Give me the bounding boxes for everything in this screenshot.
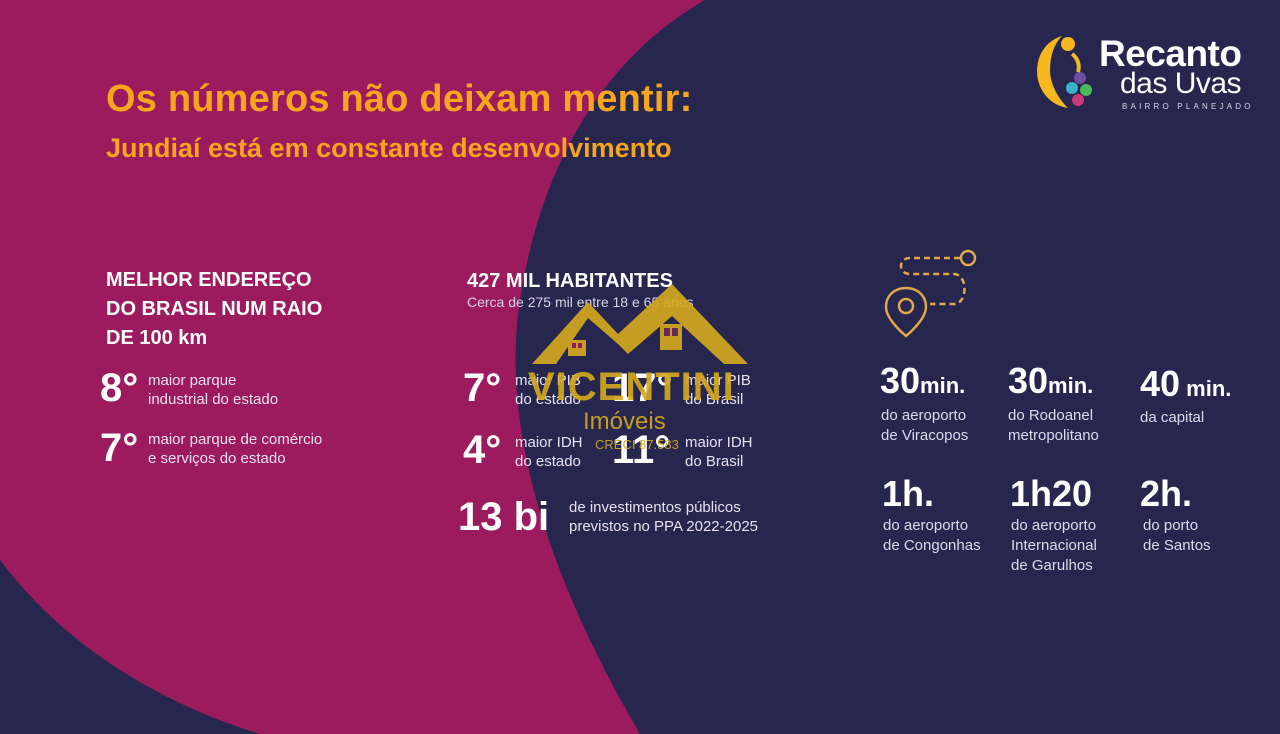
left-heading: MELHOR ENDEREÇO DO BRASIL NUM RAIO DE 10… xyxy=(106,266,322,353)
rank-label-line: maior IDH xyxy=(515,434,583,451)
time-number: 30 xyxy=(880,360,921,401)
logo-line1: Recanto xyxy=(1099,33,1242,74)
time-value: 30min. xyxy=(1008,361,1093,406)
time-desc-line: de Viracopos xyxy=(881,427,969,444)
time-desc-line: do aeroporto xyxy=(883,517,969,534)
rank-value: 7° xyxy=(463,366,502,410)
navy-corner-shape xyxy=(0,560,260,734)
time-value: 2h. xyxy=(1140,474,1192,514)
time-desc: do aeroporto Internacional de Garulhos xyxy=(1011,516,1097,576)
page-subtitle: Jundiaí está em constante desenvolviment… xyxy=(106,133,672,163)
investment-label-line: previstos no PPA 2022-2025 xyxy=(569,518,759,535)
time-desc-line: de Santos xyxy=(1143,537,1211,554)
time-number: 1h20 xyxy=(1010,473,1093,514)
rank-label: maior PIB do estado xyxy=(515,371,581,409)
time-desc-line: metropolitano xyxy=(1008,427,1099,444)
time-desc: da capital xyxy=(1140,408,1204,428)
population-subtitle: Cerca de 275 mil entre 18 e 65 anos xyxy=(467,294,694,310)
population-title: 427 MIL HABITANTES xyxy=(467,270,673,292)
time-number: 2h. xyxy=(1140,473,1193,514)
rank-label-line: maior PIB xyxy=(685,372,751,389)
left-heading-line: MELHOR ENDEREÇO xyxy=(106,269,312,291)
time-desc-line: do porto xyxy=(1143,517,1199,534)
rank-value: 11° xyxy=(612,428,671,472)
stat-rank: 7° xyxy=(100,426,139,470)
time-desc: do Rodoanel metropolitano xyxy=(1008,406,1099,446)
rank-label: maior IDH do Brasil xyxy=(685,433,753,471)
time-number: 30 xyxy=(1008,360,1049,401)
time-unit: min. xyxy=(920,373,966,398)
rank-label-line: do estado xyxy=(515,453,581,470)
stat-label-line: maior parque de comércio xyxy=(148,431,323,448)
time-value: 40 min. xyxy=(1140,364,1231,409)
time-desc-line: de Congonhas xyxy=(883,537,981,554)
watermark-creci: CRECI 87.583 xyxy=(595,437,679,452)
rank-label-line: do Brasil xyxy=(685,391,744,408)
left-heading-line: DE 100 km xyxy=(106,327,208,349)
time-unit: min. xyxy=(1048,373,1094,398)
family-grapes-icon xyxy=(1037,36,1092,108)
time-desc-line: do Rodoanel xyxy=(1008,407,1094,424)
rank-label: maior IDH do estado xyxy=(515,433,583,471)
time-unit: min. xyxy=(1180,376,1232,401)
rank-value: 4° xyxy=(463,428,502,472)
investment-label-line: de investimentos públicos xyxy=(569,499,741,516)
stat-label-line: maior parque xyxy=(148,372,237,389)
stat-label: maior parque de comércio e serviços do e… xyxy=(148,430,322,468)
left-heading-line: DO BRASIL NUM RAIO xyxy=(106,298,323,320)
time-desc-line: Internacional xyxy=(1011,537,1097,554)
stat-rank: 8° xyxy=(100,366,139,410)
time-number: 1h. xyxy=(882,473,935,514)
stat-label-line: e serviços do estado xyxy=(148,450,286,467)
time-desc-line: do aeroporto xyxy=(1011,517,1097,534)
time-value: 30min. xyxy=(880,361,965,406)
stat-label-line: industrial do estado xyxy=(148,391,279,408)
time-value: 1h. xyxy=(882,474,934,514)
watermark-sub: Imóveis xyxy=(583,408,666,435)
investment-value: 13 bi xyxy=(458,495,550,539)
rank-label: maior PIB do Brasil xyxy=(685,371,751,409)
time-desc-line: da capital xyxy=(1140,409,1205,426)
rank-label-line: maior PIB xyxy=(515,372,581,389)
time-desc: do porto de Santos xyxy=(1143,516,1211,556)
stat-label: maior parque industrial do estado xyxy=(148,371,278,409)
investment-label: de investimentos públicos previstos no P… xyxy=(569,498,758,536)
time-value: 1h20 xyxy=(1010,474,1092,514)
logo-tagline: BAIRRO PLANEJADO xyxy=(1122,102,1254,111)
route-pin-icon xyxy=(884,249,977,338)
time-desc-line: do aeroporto xyxy=(881,407,967,424)
time-desc: do aeroporto de Viracopos xyxy=(881,406,968,446)
page-title: Os números não deixam mentir: xyxy=(106,78,693,120)
house-roof-icon xyxy=(532,284,748,364)
time-desc-line: de Garulhos xyxy=(1011,557,1093,574)
rank-label-line: maior IDH xyxy=(685,434,753,451)
logo-line2: das Uvas xyxy=(1120,67,1242,100)
time-desc: do aeroporto de Congonhas xyxy=(883,516,981,556)
rank-value: 17° xyxy=(612,366,673,410)
watermark-name: VICENTINI xyxy=(528,365,735,409)
rank-label-line: do estado xyxy=(515,391,581,408)
rank-label-line: do Brasil xyxy=(685,453,744,470)
magenta-shape xyxy=(0,0,705,734)
time-number: 40 xyxy=(1140,363,1181,404)
